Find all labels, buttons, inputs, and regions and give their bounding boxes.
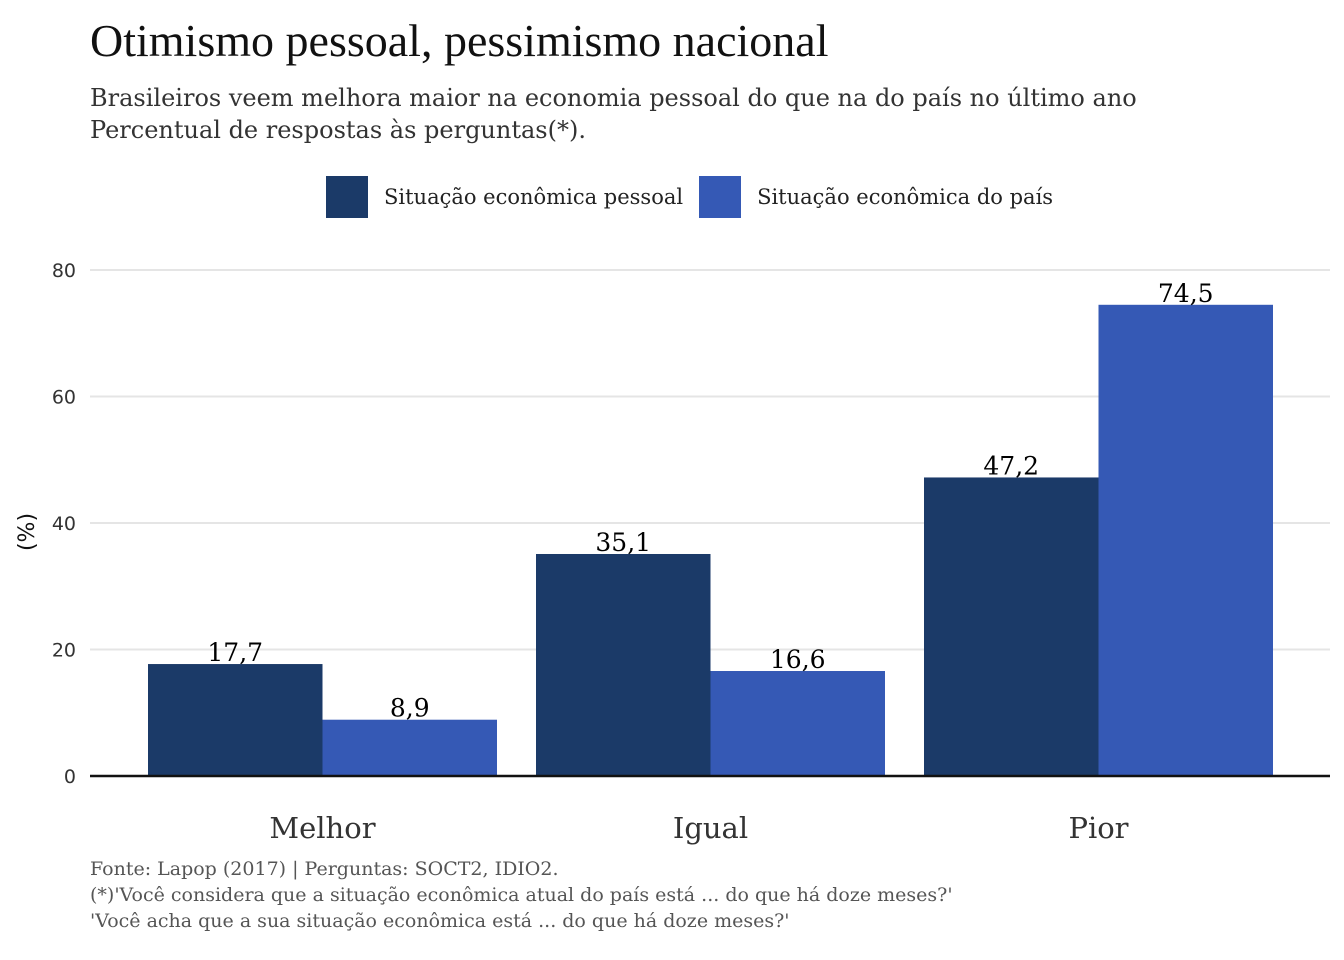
y-tick-label-20: 20 bbox=[52, 640, 76, 662]
data-label-melhor-series-1: 8,9 bbox=[390, 694, 430, 723]
chart-caption: Fonte: Lapop (2017) | Perguntas: SOCT2, … bbox=[90, 856, 953, 934]
y-tick-label-80: 80 bbox=[52, 260, 76, 282]
caption-line-2: (*)'Você considera que a situação econôm… bbox=[90, 884, 953, 906]
bar-melhor-series-1 bbox=[322, 719, 497, 776]
subtitle-line-2: Percentual de respostas às perguntas(*). bbox=[90, 116, 586, 144]
x-category-label-pior: Pior bbox=[1068, 811, 1128, 845]
legend-item-pais: Situação econômica do país bbox=[699, 176, 1053, 218]
data-label-pior-series-1: 74,5 bbox=[1158, 279, 1214, 308]
y-tick-label-40: 40 bbox=[52, 513, 76, 535]
x-category-label-melhor: Melhor bbox=[269, 811, 375, 845]
bar-pior-series-1 bbox=[1098, 304, 1273, 776]
y-tick-label-60: 60 bbox=[52, 387, 76, 409]
legend-swatch-pais bbox=[699, 176, 742, 218]
data-label-igual-series-1: 16,6 bbox=[770, 645, 826, 674]
subtitle-line-1: Brasileiros veem melhora maior na econom… bbox=[90, 84, 1137, 112]
legend-label-pais: Situação econômica do país bbox=[757, 185, 1054, 209]
data-label-igual-series-0: 35,1 bbox=[595, 528, 651, 557]
bar-igual-series-0 bbox=[536, 553, 711, 776]
x-category-label-igual: Igual bbox=[673, 811, 748, 845]
caption-line-3: 'Você acha que a sua situação econômica … bbox=[90, 910, 790, 932]
legend-swatch-pessoal bbox=[326, 176, 368, 218]
legend: Situação econômica pessoal Situação econ… bbox=[326, 176, 1069, 218]
data-label-melhor-series-0: 17,7 bbox=[207, 638, 263, 667]
bar-pior-series-0 bbox=[924, 477, 1099, 776]
legend-label-pessoal: Situação econômica pessoal bbox=[384, 185, 684, 209]
y-axis-title: (%) bbox=[15, 513, 40, 551]
legend-item-pessoal: Situação econômica pessoal bbox=[326, 176, 683, 218]
bar-igual-series-1 bbox=[710, 671, 885, 776]
chart-subtitle: Brasileiros veem melhora maior na econom… bbox=[90, 82, 1137, 146]
data-label-pior-series-0: 47,2 bbox=[983, 451, 1039, 480]
caption-line-1: Fonte: Lapop (2017) | Perguntas: SOCT2, … bbox=[90, 858, 559, 880]
y-tick-label-0: 0 bbox=[64, 766, 76, 788]
bar-melhor-series-0 bbox=[148, 664, 323, 776]
chart-title: Otimismo pessoal, pessimismo nacional bbox=[90, 15, 829, 66]
